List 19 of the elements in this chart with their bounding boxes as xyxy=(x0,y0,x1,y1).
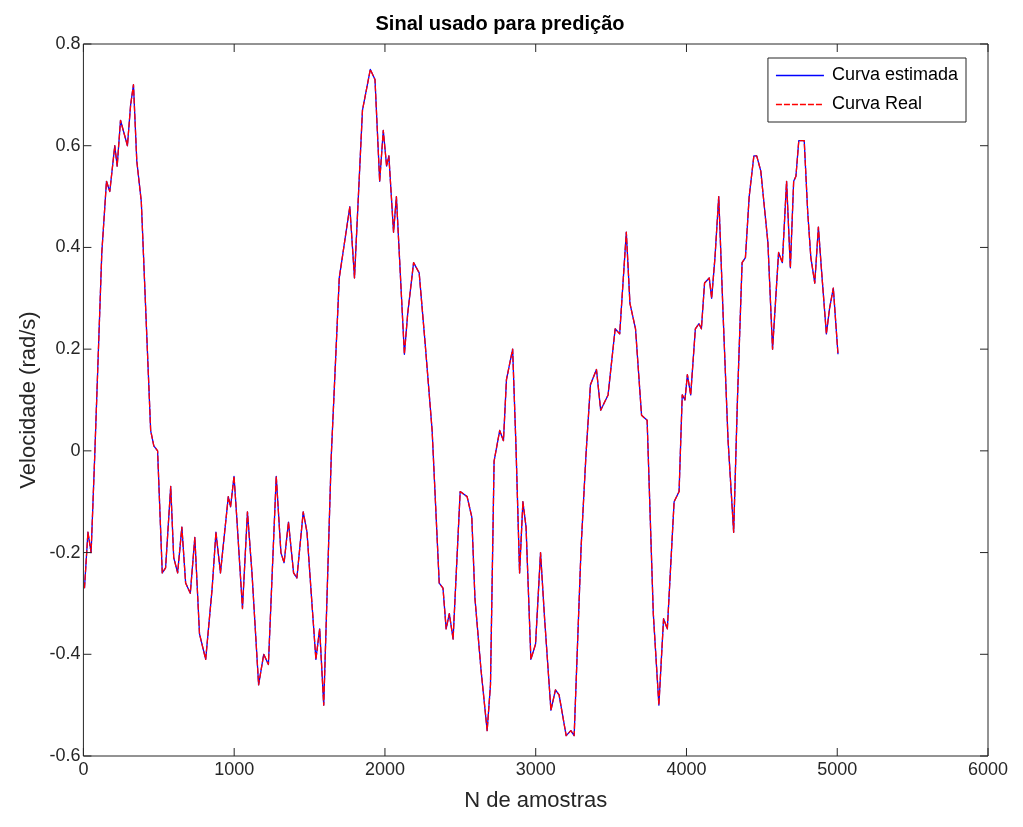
y-tick-label: 0.4 xyxy=(55,236,81,257)
y-tick-label: 0 xyxy=(70,439,81,460)
chart-title: Sinal usado para predição xyxy=(375,11,625,34)
legend-label: Curva estimada xyxy=(831,64,959,85)
x-tick-label: 6000 xyxy=(967,758,1009,779)
y-tick-label: -0.4 xyxy=(49,643,81,664)
x-tick-label: 5000 xyxy=(817,758,858,779)
y-axis-title: Velocidade (rad/s) xyxy=(15,311,41,489)
y-tick-label: 0.6 xyxy=(55,134,81,155)
x-tick-label: 3000 xyxy=(515,758,556,779)
x-tick-label: 4000 xyxy=(666,758,707,779)
y-tick-label: 0.8 xyxy=(55,32,81,53)
y-tick-label: -0.2 xyxy=(49,541,81,562)
y-tick-label: 0.2 xyxy=(55,338,81,359)
y-tick-label: -0.6 xyxy=(49,744,81,765)
legend-label: Curva Real xyxy=(831,93,922,114)
x-tick-label: 2000 xyxy=(364,758,405,779)
x-axis-title: N de amostras xyxy=(464,786,608,812)
x-tick-label: 1000 xyxy=(214,758,255,779)
